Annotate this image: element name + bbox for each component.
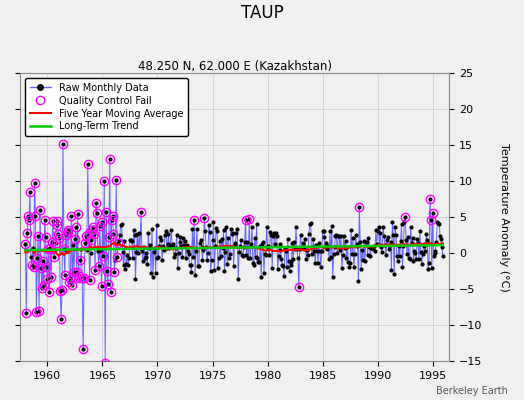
Text: Berkeley Earth: Berkeley Earth (436, 386, 508, 396)
Text: TAUP: TAUP (241, 4, 283, 22)
Title: 48.250 N, 62.000 E (Kazakhstan): 48.250 N, 62.000 E (Kazakhstan) (137, 60, 332, 73)
Y-axis label: Temperature Anomaly (°C): Temperature Anomaly (°C) (499, 143, 509, 292)
Legend: Raw Monthly Data, Quality Control Fail, Five Year Moving Average, Long-Term Tren: Raw Monthly Data, Quality Control Fail, … (25, 78, 188, 136)
